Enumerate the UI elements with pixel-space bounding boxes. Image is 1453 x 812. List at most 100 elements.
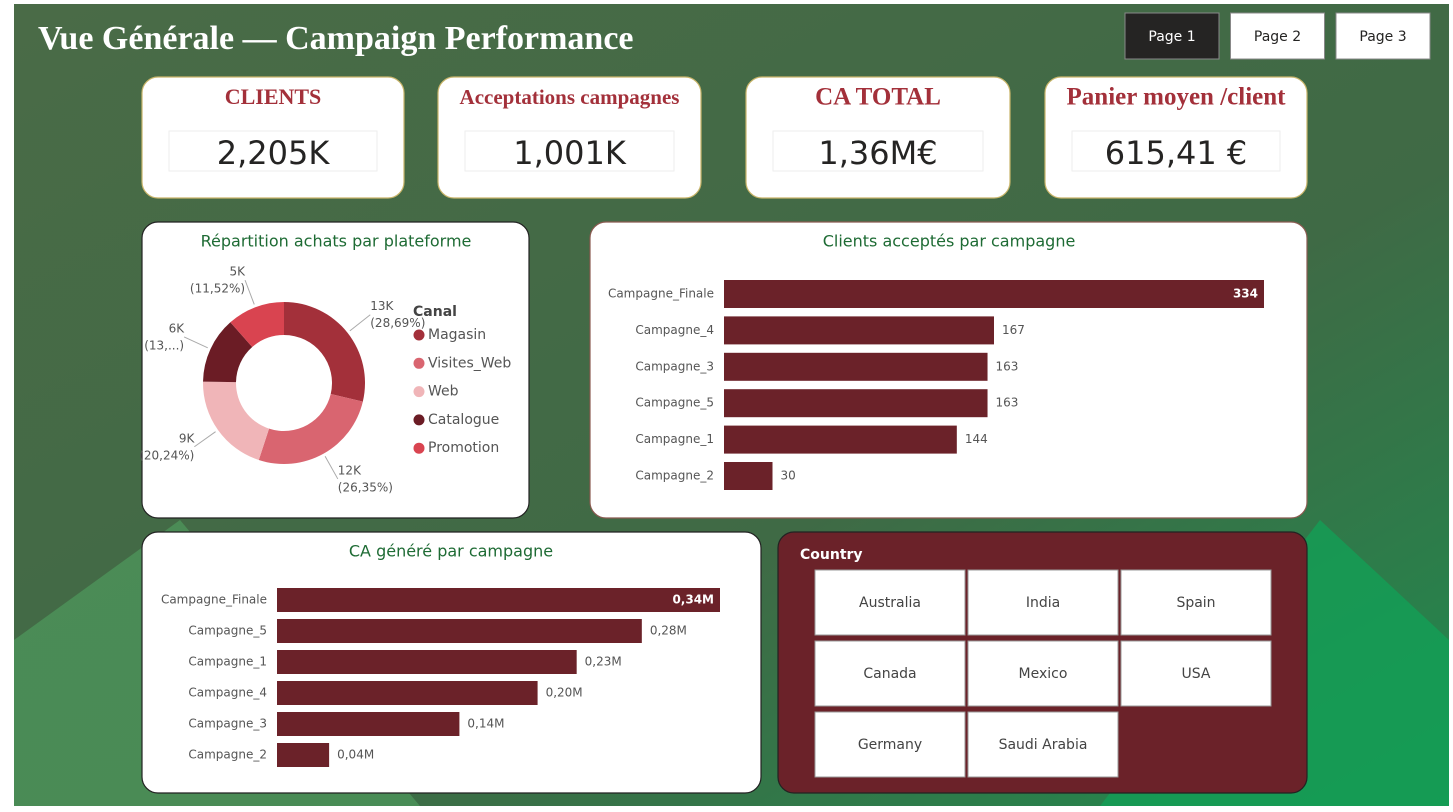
slicer-item[interactable] [967,640,1119,707]
slicer-item[interactable] [967,569,1119,636]
donut-slice [203,322,253,383]
data-label: (20,24%) [139,448,194,462]
slicer-title: Country [800,547,863,563]
kpi-title: Acceptations campagnes [460,85,680,109]
slicer-item[interactable] [814,569,966,636]
data-label: (11,52%) [190,282,245,296]
chart-title: Répartition achats par plateforme [201,232,472,251]
data-label: 0,23M [585,655,622,669]
page-button[interactable] [1124,12,1220,60]
bar [724,462,773,490]
data-label: 13K [370,299,394,313]
legend-label: Promotion [428,440,499,456]
category-label: Campagne_3 [635,359,714,373]
donut-slice [202,381,270,460]
category-label: Campagne_3 [188,717,267,731]
kpi-value-box [464,130,675,172]
data-label: 0,04M [337,748,374,762]
category-label: Campagne_1 [635,432,714,446]
legend-label: Magasin [428,327,486,343]
kpi-title: Panier moyen /client [1067,84,1287,111]
slicer-item-label[interactable]: Australia [859,595,921,611]
category-label: Campagne_1 [188,655,267,669]
data-label: 0,20M [546,686,583,700]
legend-marker [413,442,425,454]
data-label: 30 [781,469,796,483]
bar [277,650,577,674]
category-label: Campagne_5 [635,396,714,410]
bar [724,425,957,454]
legend-title: Canal [413,304,457,320]
kpi-value: 1,36M€ [818,134,937,172]
slicer-item-label[interactable]: USA [1182,666,1211,682]
data-label: 0,34M [672,593,714,607]
chart-title: Clients acceptés par campagne [823,232,1076,251]
bar [724,352,988,381]
data-label: 12K [338,463,362,477]
bar [277,743,330,767]
leader-line [349,314,371,332]
bar [277,681,538,705]
kpi-value-box [1071,130,1281,172]
category-label: Campagne_4 [635,323,714,337]
slicer-item[interactable] [1120,569,1272,636]
data-label: 9K [179,431,196,445]
data-label: 167 [1002,323,1025,337]
category-label: Campagne_4 [188,686,267,700]
data-label: 0,14M [467,717,504,731]
slicer-item-label[interactable]: Saudi Arabia [999,737,1088,753]
slicer-item-label[interactable]: Canada [863,666,916,682]
leader-line [324,456,339,480]
slicer-item-label[interactable]: Germany [858,737,922,753]
data-label: 6K [169,321,186,335]
data-label: 5K [230,265,247,279]
slicer-item[interactable] [967,711,1119,778]
category-label: Campagne_Finale [608,287,714,301]
slicer-item[interactable] [814,711,966,778]
kpi-value: 615,41 € [1105,134,1248,172]
legend-marker [413,329,425,341]
kpi-value-box [168,130,378,172]
bar [724,389,988,418]
page-title: Vue Générale — Campaign Performance [38,20,634,57]
category-label: Campagne_2 [188,748,267,762]
donut-slice [284,302,365,402]
kpi-value: 1,001K [513,134,627,172]
kpi-title: CA TOTAL [815,84,941,111]
data-label: 334 [1233,287,1258,301]
legend-marker [413,386,425,398]
page-button-label[interactable]: Page 2 [1254,29,1301,45]
kpi-title: CLIENTS [225,84,322,109]
legend-label: Visites_Web [428,355,511,371]
page-button-label[interactable]: Page 1 [1148,29,1195,45]
data-label: 144 [965,432,988,446]
slicer-item[interactable] [1120,640,1272,707]
data-label: (26,35%) [338,480,393,494]
leader-line [194,431,216,448]
data-label: (13,...) [144,338,184,352]
slicer-item-label[interactable]: Mexico [1019,666,1068,682]
legend-marker [413,357,425,369]
data-label: 163 [996,359,1019,373]
chart-title: CA généré par campagne [349,542,553,561]
page-button[interactable] [1230,12,1325,60]
slicer-item-label[interactable]: Spain [1176,595,1215,611]
page-button[interactable] [1335,12,1431,60]
slicer-item[interactable] [814,640,966,707]
page-button-label[interactable]: Page 3 [1359,29,1406,45]
category-label: Campagne_5 [188,624,267,638]
legend-label: Web [428,384,459,400]
donut-slice [258,394,363,464]
leader-line [183,336,208,349]
bar [277,588,720,612]
slicer-item-label[interactable]: India [1026,595,1060,611]
kpi-value-box [772,130,984,172]
legend-label: Catalogue [428,412,499,428]
category-label: Campagne_Finale [161,593,267,607]
bar [277,712,460,736]
category-label: Campagne_2 [635,469,714,483]
donut-slice [230,302,284,348]
bar [277,619,642,643]
